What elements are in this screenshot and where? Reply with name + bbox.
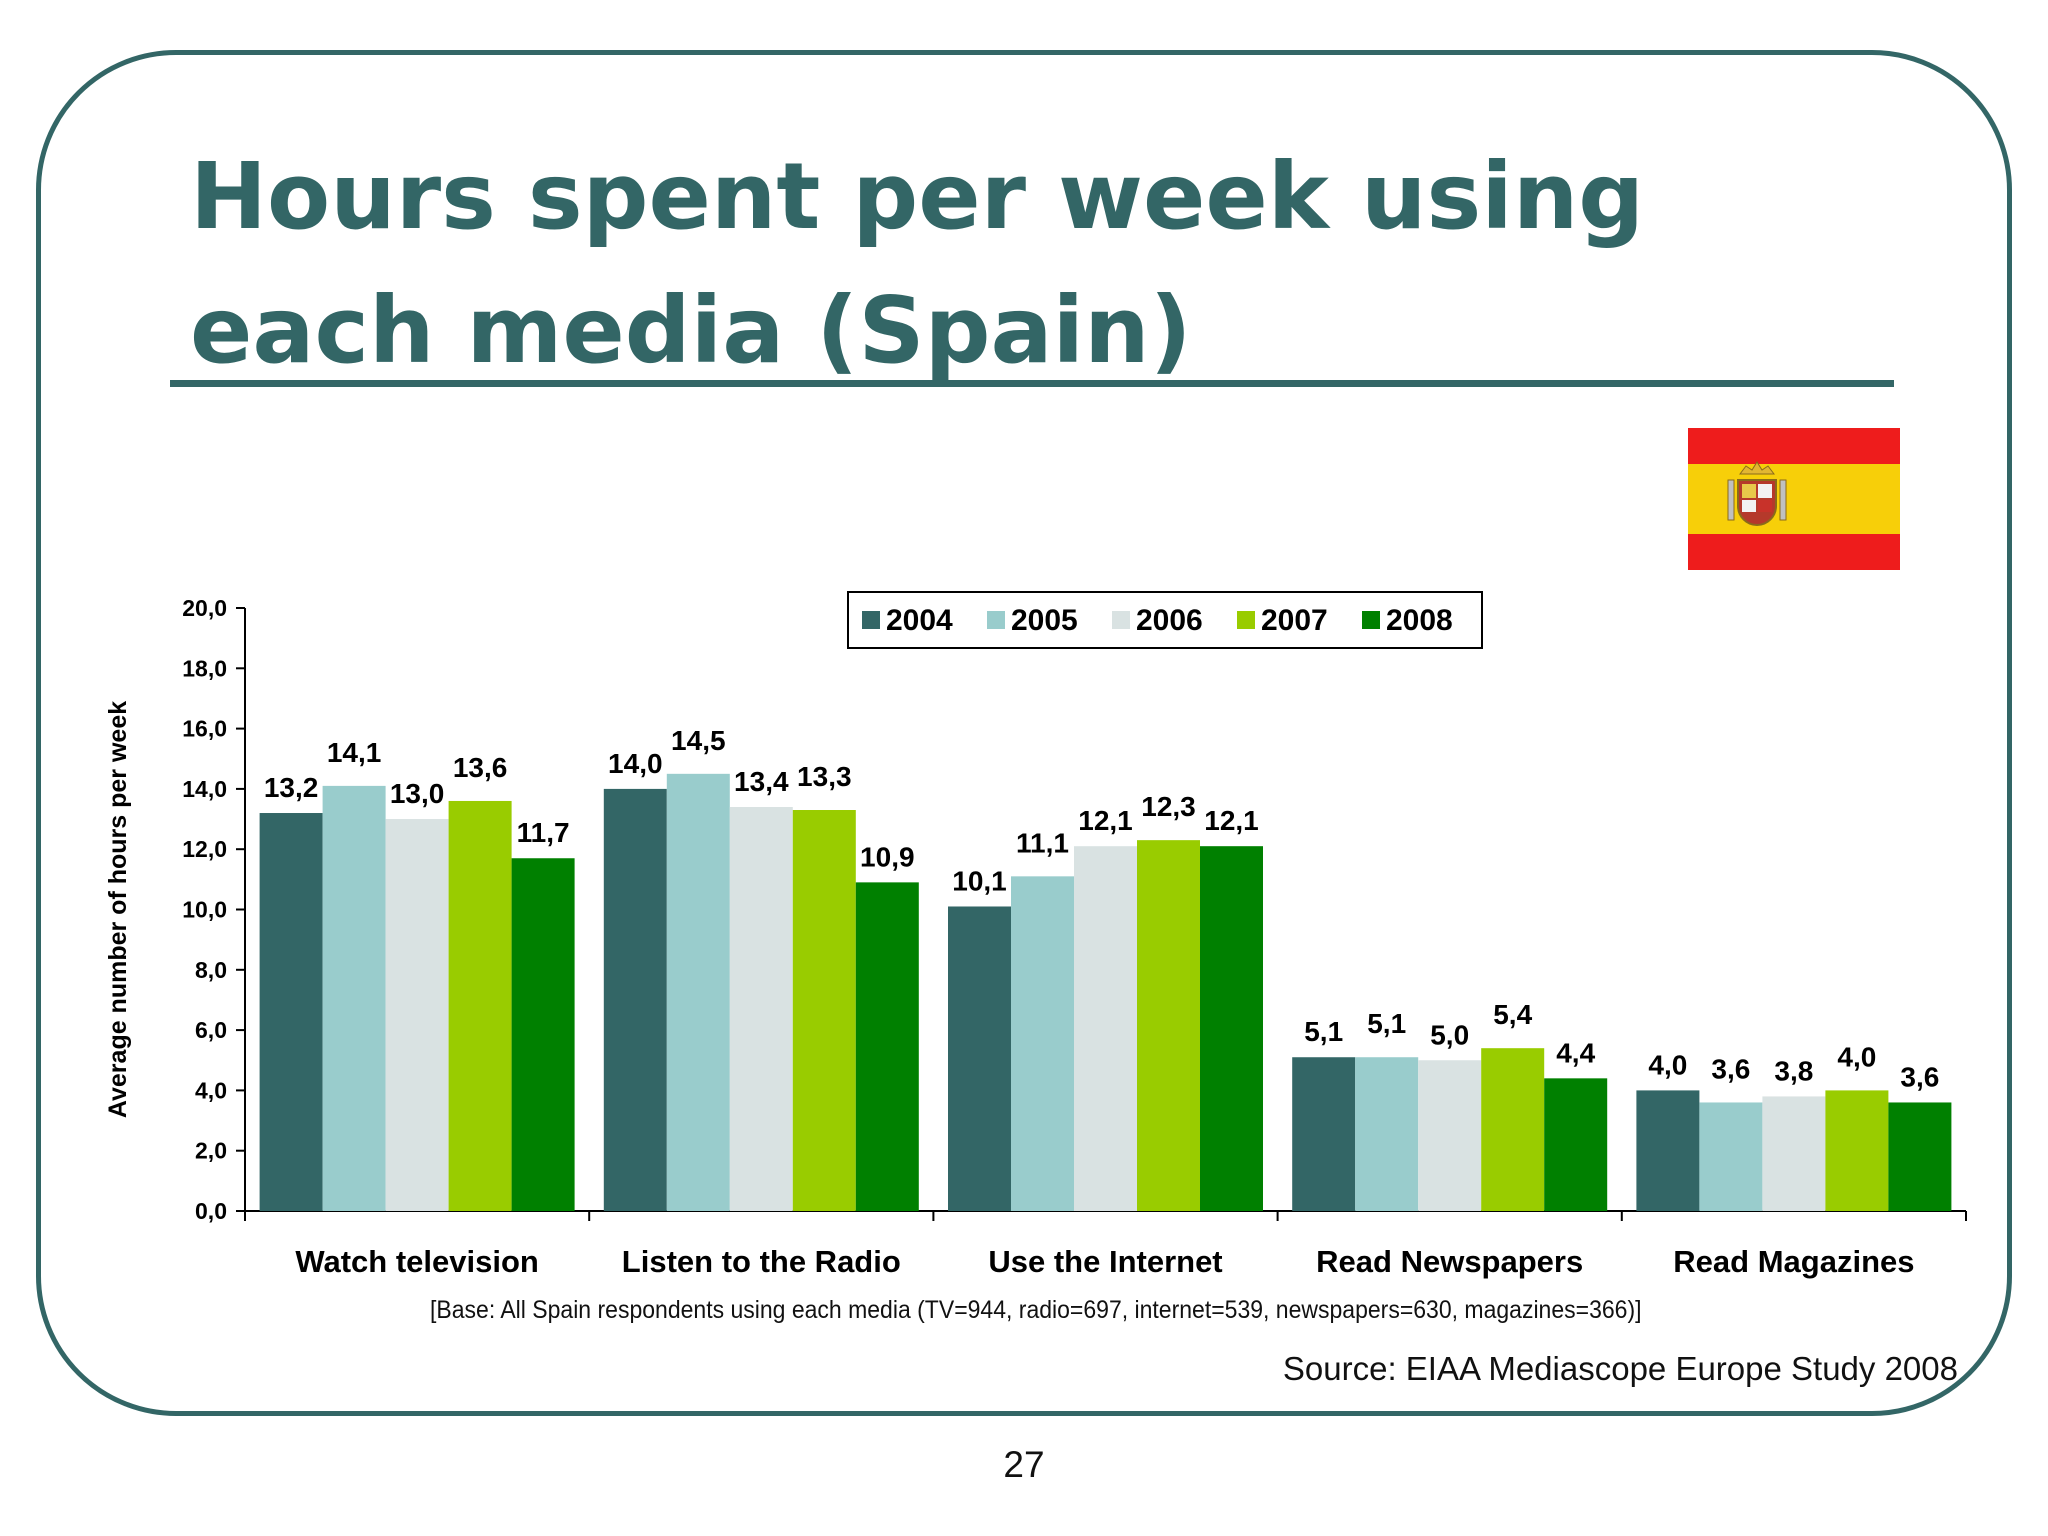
title-line-1: Hours spent per week using — [190, 143, 1645, 250]
value-label: 12,3 — [1141, 791, 1196, 822]
bars — [259, 773, 1952, 1211]
bar-2005-4 — [1355, 1057, 1419, 1211]
y-tick-label: 10,0 — [182, 897, 227, 923]
y-tick-label: 6,0 — [195, 1017, 227, 1043]
y-axis: 0,0 2,0 4,0 6,0 8,0 10,0 12,0 14,0 16,0 18,0 20,0 — [182, 595, 246, 1224]
bar-2005-2 — [666, 773, 730, 1211]
category-label: Read Magazines — [1673, 1244, 1914, 1279]
bar-2008-1 — [511, 858, 575, 1211]
y-tick-label: 16,0 — [182, 716, 227, 742]
flag-stripe-bottom — [1688, 534, 1900, 570]
legend-label: 2007 — [1261, 604, 1328, 637]
y-tick-label: 8,0 — [195, 957, 227, 983]
bar-2004-5 — [1636, 1090, 1700, 1211]
bar-2006-2 — [729, 806, 793, 1211]
legend-swatch — [1237, 611, 1255, 629]
bar-2006-1 — [385, 819, 449, 1211]
legend: 2004 2005 2006 2007 2008 — [847, 591, 1483, 649]
title-line-2: each media (Spain) — [190, 277, 1192, 384]
bar-2006-3 — [1074, 846, 1137, 1211]
bar-2007-2 — [792, 810, 856, 1211]
bar-2004-1 — [259, 813, 323, 1211]
x-axis — [244, 1210, 1967, 1221]
bar-2008-2 — [855, 882, 919, 1211]
legend-swatch — [1112, 611, 1130, 629]
bar-2007-1 — [448, 800, 512, 1211]
y-tick-label: 12,0 — [182, 836, 227, 862]
value-label: 4,4 — [1556, 1037, 1595, 1068]
value-label: 13,4 — [734, 766, 789, 797]
value-label: 3,6 — [1900, 1061, 1939, 1092]
value-label: 14,1 — [327, 737, 382, 768]
y-axis-label: Average number of hours per week — [104, 701, 132, 1118]
value-label: 4,0 — [1648, 1049, 1687, 1080]
bar-2005-1 — [322, 785, 386, 1211]
value-label: 13,2 — [264, 772, 319, 803]
bar-2007-5 — [1825, 1090, 1889, 1211]
legend-swatch — [1362, 611, 1380, 629]
spain-flag-icon — [1688, 428, 1900, 570]
value-label: 5,0 — [1430, 1019, 1469, 1050]
value-label: 14,0 — [608, 748, 663, 779]
y-tick-label: 20,0 — [182, 595, 227, 621]
legend-label: 2005 — [1011, 604, 1078, 637]
coat-of-arms-icon — [1727, 461, 1787, 526]
flag-stripe-middle — [1688, 464, 1900, 534]
y-tick-label: 18,0 — [182, 655, 227, 681]
legend-label: 2008 — [1386, 604, 1453, 637]
value-label: 3,6 — [1711, 1053, 1750, 1084]
bar-2004-2 — [603, 788, 667, 1211]
y-tick-label: 4,0 — [195, 1077, 227, 1103]
value-label: 4,0 — [1837, 1041, 1876, 1072]
category-label: Listen to the Radio — [622, 1244, 901, 1279]
legend-label: 2004 — [886, 604, 953, 637]
value-label: 12,1 — [1204, 805, 1259, 836]
value-label: 11,7 — [517, 817, 570, 848]
y-tick-label: 0,0 — [195, 1198, 227, 1224]
bar-2008-3 — [1200, 846, 1263, 1211]
value-label: 10,1 — [952, 865, 1007, 896]
bar-2006-5 — [1762, 1096, 1826, 1211]
y-tick-label: 2,0 — [195, 1138, 227, 1164]
page-number: 27 — [1003, 1444, 1045, 1485]
value-label: 12,1 — [1078, 805, 1133, 836]
value-label: 14,5 — [671, 725, 726, 756]
legend-label: 2006 — [1136, 604, 1203, 637]
bar-2004-3 — [948, 906, 1011, 1211]
value-label: 13,3 — [797, 761, 852, 792]
value-label: 10,9 — [860, 841, 915, 872]
category-label: Watch television — [295, 1244, 538, 1279]
base-note: [Base: All Spain respondents using each … — [430, 1296, 1642, 1324]
legend-swatch — [862, 611, 880, 629]
bar-2007-4 — [1481, 1048, 1545, 1211]
source-note: Source: EIAA Mediascope Europe Study 200… — [1282, 1350, 1958, 1387]
value-label: 5,4 — [1493, 999, 1532, 1030]
slide-title: Hours spent per week using each media (S… — [190, 130, 1890, 398]
bar-2008-4 — [1544, 1078, 1608, 1211]
value-label: 5,1 — [1304, 1016, 1343, 1047]
category-label: Use the Internet — [988, 1244, 1222, 1279]
bar-2006-4 — [1418, 1060, 1482, 1211]
bar-2007-3 — [1137, 840, 1200, 1211]
value-labels: 13,2 14,1 13,0 13,6 11,7 14,0 14,5 13,4 13,3 10,9… — [264, 725, 1940, 1093]
value-label: 13,0 — [390, 778, 445, 809]
category-label: Read Newspapers — [1316, 1244, 1583, 1279]
bar-chart: Average number of hours per week 0,0 2,0 4… — [104, 591, 1967, 1279]
bar-2004-4 — [1292, 1057, 1356, 1211]
y-tick-label: 14,0 — [182, 776, 227, 802]
title-underline — [170, 380, 1894, 387]
legend-swatch — [987, 611, 1005, 629]
slide-frame — [36, 50, 2012, 1416]
y-axis-title: Average number of hours per week — [104, 701, 132, 1118]
category-labels: Watch television Listen to the Radio Use t… — [295, 1244, 1914, 1279]
value-label: 11,1 — [1016, 827, 1069, 858]
value-label: 5,1 — [1367, 1008, 1406, 1039]
bar-2005-5 — [1699, 1102, 1763, 1211]
value-label: 13,6 — [453, 752, 508, 783]
value-label: 3,8 — [1774, 1055, 1813, 1086]
bar-2008-5 — [1888, 1102, 1952, 1211]
bar-2005-3 — [1011, 876, 1074, 1211]
flag-stripe-top — [1688, 428, 1900, 464]
